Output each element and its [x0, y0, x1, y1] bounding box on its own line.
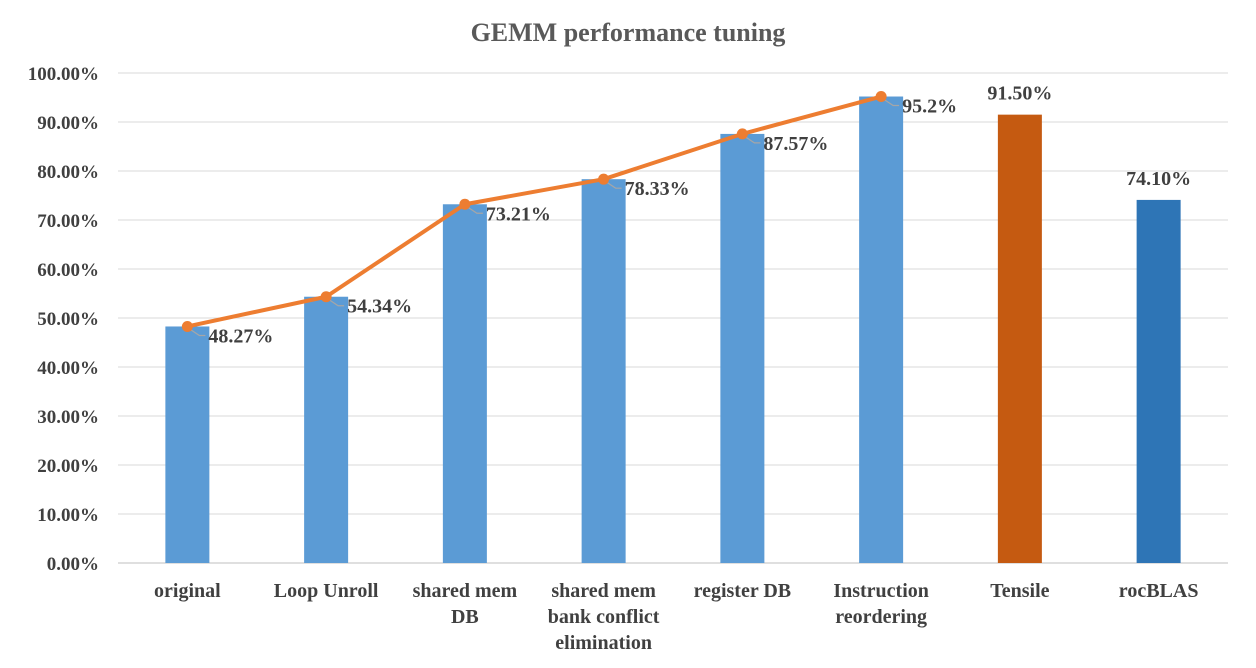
x-category-label: rocBLAS: [1119, 580, 1199, 602]
trend-line-point: [181, 320, 193, 332]
bar-data-label: 91.50%: [987, 83, 1052, 105]
x-category-label: elimination: [555, 632, 652, 654]
bar: [442, 204, 487, 563]
line-data-label: 54.34%: [347, 296, 412, 318]
trend-line-point: [459, 198, 471, 210]
y-tick-label: 40.00%: [37, 358, 99, 379]
trend-line: [181, 91, 887, 332]
y-tick-label: 80.00%: [37, 162, 99, 183]
x-category-label: original: [154, 580, 221, 602]
gridlines: [118, 72, 1228, 564]
trend-line-point: [736, 128, 748, 140]
line-data-label: 95.2%: [902, 96, 957, 118]
y-tick-label: 30.00%: [37, 407, 99, 428]
bars: [165, 96, 1181, 564]
x-category-label: Loop Unroll: [274, 580, 379, 602]
leader-line: [883, 99, 900, 107]
data-labels: 48.27% 54.34% 73.21% 78.33% 87.57% 95.2% 91.50…: [208, 83, 1191, 348]
trend-line-point: [598, 173, 610, 185]
x-category-label: shared mem: [551, 580, 656, 602]
y-tick-label: 50.00%: [37, 309, 99, 330]
leader-line: [328, 299, 345, 307]
line-data-label: 48.27%: [208, 325, 273, 347]
y-tick-label: 20.00%: [37, 456, 99, 477]
y-tick-label: 70.00%: [37, 211, 99, 232]
x-category-label: DB: [451, 606, 479, 628]
x-category-label: register DB: [694, 580, 792, 602]
y-tick-label: 90.00%: [37, 113, 99, 134]
x-category-label: Instruction: [833, 580, 929, 602]
bar: [304, 296, 349, 563]
line-data-label: 87.57%: [763, 133, 828, 155]
x-category-label: Tensile: [990, 580, 1049, 602]
leader-line: [606, 181, 622, 189]
x-category-label: shared mem: [413, 580, 518, 602]
leader-line: [190, 328, 206, 337]
trend-line-point: [875, 91, 887, 103]
y-axis-ticks: 0.00% 10.00% 20.00% 30.00% 40.00% 50.00% 60.00…: [28, 64, 99, 575]
chart-title: GEMM performance tuning: [471, 18, 786, 47]
y-tick-label: 0.00%: [47, 554, 99, 575]
x-category-label: bank conflict: [548, 606, 660, 628]
y-tick-label: 10.00%: [37, 505, 99, 526]
line-data-label: 78.33%: [625, 178, 690, 200]
bar-data-label: 74.10%: [1126, 168, 1191, 190]
leader-line: [467, 206, 483, 214]
bar: [581, 179, 626, 564]
x-axis-categories: original Loop Unroll shared mem DB shared me…: [154, 580, 1198, 654]
trend-line-path: [186, 94, 882, 329]
label-leader-lines: [190, 99, 900, 337]
bar: [997, 114, 1042, 564]
bar: [720, 133, 765, 564]
bar: [165, 326, 210, 563]
line-data-label: 73.21%: [486, 203, 551, 225]
bar: [1136, 199, 1181, 563]
leader-line: [745, 136, 761, 144]
y-tick-label: 60.00%: [37, 260, 99, 281]
bar: [859, 96, 904, 564]
y-tick-label: 100.00%: [28, 64, 99, 85]
x-category-label: reordering: [835, 606, 927, 628]
trend-line-point: [320, 291, 332, 303]
